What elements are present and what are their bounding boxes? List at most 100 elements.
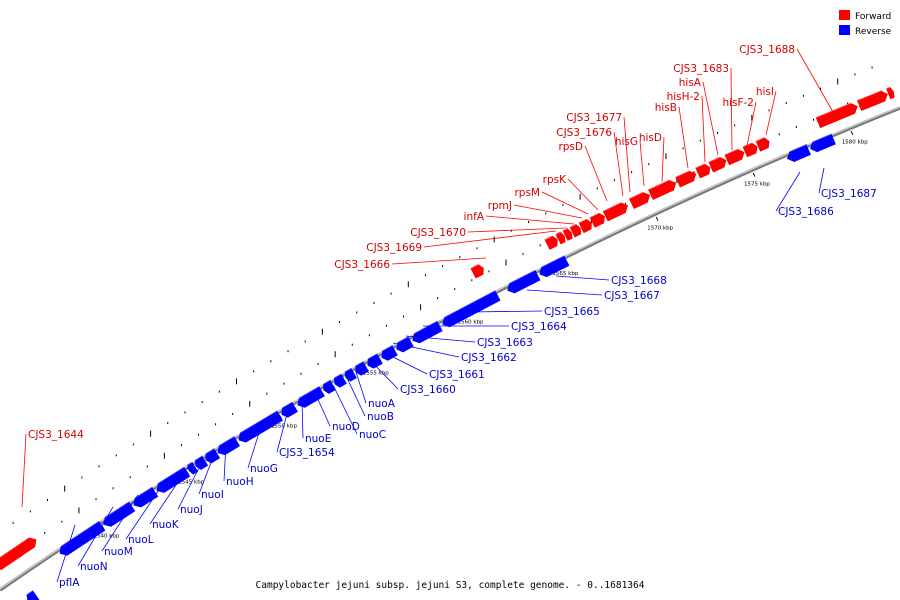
label-leader-line	[223, 442, 227, 482]
forward-gene[interactable]	[578, 218, 592, 234]
ruler-tick	[752, 172, 756, 177]
label-leader-line	[56, 524, 76, 583]
reverse-gene[interactable]	[156, 466, 191, 493]
reverse-gene[interactable]	[344, 367, 357, 382]
reverse-gene[interactable]	[281, 401, 298, 418]
gene-label: nuoJ	[180, 504, 203, 516]
reverse-gene[interactable]	[442, 290, 501, 328]
forward-gene[interactable]	[648, 179, 677, 201]
forward-gene[interactable]	[555, 231, 566, 245]
label-leader-line	[678, 106, 689, 169]
gene-label: CJS3_1644	[28, 429, 84, 441]
label-leader-line	[346, 377, 366, 417]
gene-label: CJS3_1676	[556, 127, 612, 139]
forward-gene-edge	[602, 200, 626, 212]
gene-label: hisH-2	[667, 91, 700, 103]
reverse-gene-edge	[364, 353, 378, 361]
gene-label: hisF-2	[722, 97, 754, 109]
reverse-gene-edge	[331, 373, 342, 380]
gene-label: CJS3_1668	[611, 275, 667, 287]
reverse-gene-edge	[378, 345, 393, 354]
forward-gene[interactable]	[695, 163, 711, 179]
reverse-gene[interactable]	[809, 133, 836, 153]
forward-gene[interactable]	[815, 102, 858, 129]
forward-gene[interactable]	[562, 228, 573, 241]
forward-gene-edge	[544, 234, 556, 241]
reverse-gene[interactable]	[187, 461, 199, 475]
reverse-gene[interactable]	[217, 436, 241, 456]
reverse-gene[interactable]	[787, 144, 811, 162]
reverse-gene[interactable]	[507, 269, 541, 294]
forward-gene[interactable]	[589, 212, 605, 228]
label-leader-line	[730, 67, 733, 151]
gene-label: CJS3_1688	[739, 44, 795, 56]
gene-label: CJS3_1666	[334, 259, 390, 271]
gene-label: rpsD	[558, 141, 583, 153]
reverse-gene[interactable]	[381, 345, 398, 361]
gene-label: CJS3_1677	[566, 112, 622, 124]
reverse-gene-edge	[785, 144, 807, 154]
label-leader-line	[423, 230, 557, 248]
forward-gene[interactable]	[470, 264, 484, 279]
forward-gene[interactable]	[742, 142, 758, 158]
forward-gene-edge	[470, 262, 482, 269]
gene-label: CJS3_1660	[400, 384, 456, 396]
forward-gene[interactable]	[628, 191, 651, 210]
reverse-gene[interactable]	[297, 386, 325, 408]
gene-label: nuoL	[128, 534, 154, 546]
forward-gene-edge	[589, 211, 603, 218]
label-leader-line	[639, 140, 645, 187]
forward-gene[interactable]	[675, 170, 697, 188]
gene-label: infA	[464, 211, 485, 223]
gene-label: CJS3_1665	[544, 306, 600, 318]
gene-label: nuoB	[367, 411, 394, 423]
reverse-gene-edge	[536, 255, 565, 270]
genome-backbone-highlight	[0, 106, 900, 590]
forward-gene-edge	[569, 222, 579, 228]
forward-gene[interactable]	[856, 90, 888, 112]
forward-gene[interactable]	[0, 537, 37, 571]
gene-label: nuoN	[80, 561, 108, 573]
reverse-gene[interactable]	[396, 336, 414, 353]
label-leader-line	[21, 433, 27, 508]
reverse-gene[interactable]	[367, 353, 383, 369]
reverse-gene[interactable]	[323, 379, 336, 394]
forward-gene[interactable]	[724, 149, 745, 166]
forward-gene[interactable]	[602, 202, 628, 222]
gene-label: CJS3_1663	[477, 337, 533, 349]
reverse-gene[interactable]	[355, 361, 369, 376]
gene-label: CJS3_1654	[279, 447, 335, 459]
gene-label: CJS3_1670	[410, 227, 466, 239]
label-leader-line	[702, 81, 719, 156]
label-leader-line	[765, 90, 777, 136]
reverse-gene-edge	[439, 290, 496, 320]
reverse-gene-edge	[214, 436, 235, 449]
legend-reverse-label: Reverse	[855, 27, 892, 37]
forward-gene[interactable]	[708, 156, 727, 173]
gene-label: CJS3_1669	[366, 242, 422, 254]
forward-gene[interactable]	[886, 86, 895, 100]
forward-gene[interactable]	[544, 235, 558, 250]
forward-gene-edge	[724, 146, 743, 156]
reverse-gene[interactable]	[539, 255, 570, 278]
ruler-label: 1570 kbp	[647, 225, 673, 231]
forward-gene-edge	[857, 88, 886, 101]
gene-label: hisI	[756, 86, 774, 98]
gene-label: CJS3_1664	[511, 321, 567, 333]
gene-label: rpsK	[543, 174, 567, 186]
legend: Forward Reverse	[839, 10, 892, 37]
label-leader-line	[623, 116, 631, 193]
reverse-gene[interactable]	[103, 501, 136, 527]
forward-gene-edge	[755, 135, 768, 142]
reverse-gene-edge	[278, 401, 293, 411]
forward-gene[interactable]	[569, 223, 582, 238]
reverse-gene[interactable]	[334, 373, 347, 388]
ruler-label: 1575 kbp	[744, 181, 770, 187]
label-leader-line	[177, 461, 203, 510]
forward-gene[interactable]	[755, 137, 770, 152]
reverse-gene[interactable]	[26, 590, 40, 600]
legend-forward-label: Forward	[855, 12, 891, 22]
label-leader-line	[382, 351, 428, 375]
label-leader-line	[541, 191, 589, 215]
